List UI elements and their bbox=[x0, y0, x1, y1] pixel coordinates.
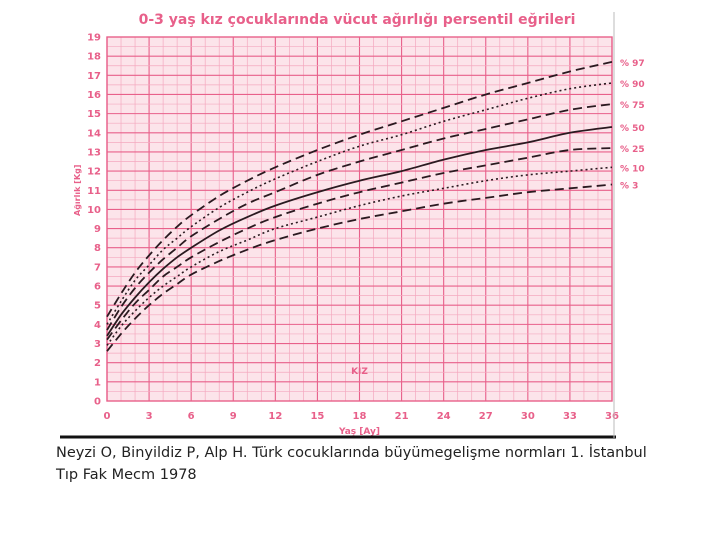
y-tick-label: 18 bbox=[87, 52, 101, 63]
series-label: % 3 bbox=[620, 182, 638, 192]
x-tick-label: 27 bbox=[479, 411, 493, 422]
y-tick-label: 6 bbox=[94, 282, 101, 293]
y-tick-label: 10 bbox=[87, 205, 101, 216]
y-tick-label: 8 bbox=[94, 243, 101, 254]
x-tick-label: 12 bbox=[268, 411, 282, 422]
x-tick-label: 33 bbox=[563, 411, 577, 422]
series-label: % 10 bbox=[620, 164, 645, 174]
x-tick-label: 30 bbox=[521, 411, 535, 422]
y-tick-label: 13 bbox=[87, 147, 101, 158]
x-tick-label: 0 bbox=[104, 411, 111, 422]
percentile-curve bbox=[106, 183, 613, 352]
citation-line-2: Tıp Fak Mecm 1978 bbox=[56, 467, 197, 483]
y-tick-label: 14 bbox=[87, 128, 101, 139]
x-tick-label: 9 bbox=[230, 411, 237, 422]
chart-annotation: KIZ bbox=[351, 367, 368, 377]
chart-title: 0-3 yaş kız çocuklarında vücut ağırlığı … bbox=[139, 12, 576, 28]
y-tick-label: 4 bbox=[94, 320, 101, 331]
x-tick-label: 21 bbox=[395, 411, 409, 422]
series-label: % 90 bbox=[620, 80, 645, 90]
x-tick-label: 6 bbox=[188, 411, 195, 422]
series-label: % 75 bbox=[620, 101, 645, 111]
x-tick-label: 24 bbox=[437, 411, 451, 422]
percentile-curve bbox=[106, 147, 613, 341]
y-tick-label: 12 bbox=[87, 167, 101, 178]
x-tick-label: 36 bbox=[605, 411, 619, 422]
series-label: % 50 bbox=[620, 124, 645, 134]
x-tick-label: 3 bbox=[146, 411, 153, 422]
y-tick-label: 0 bbox=[94, 397, 101, 408]
y-tick-label: 3 bbox=[94, 339, 101, 350]
percentile-curve bbox=[106, 61, 613, 318]
y-tick-label: 19 bbox=[87, 33, 101, 44]
y-tick-label: 9 bbox=[94, 224, 101, 235]
y-axis-label: Ağırlık [Kg] bbox=[73, 165, 82, 216]
y-tick-label: 16 bbox=[87, 90, 101, 101]
y-tick-label: 5 bbox=[94, 301, 101, 312]
citation-line-1: Neyzi O, Binyildiz P, Alp H. Türk cocukl… bbox=[56, 445, 647, 461]
percentile-curve bbox=[106, 82, 613, 325]
y-tick-label: 1 bbox=[94, 377, 101, 388]
y-tick-label: 11 bbox=[87, 186, 101, 197]
x-tick-label: 18 bbox=[353, 411, 367, 422]
series-label: % 97 bbox=[620, 59, 645, 69]
plot-frame bbox=[106, 36, 613, 402]
percentile-curve bbox=[106, 126, 613, 337]
x-tick-label: 15 bbox=[310, 411, 324, 422]
y-tick-label: 7 bbox=[94, 262, 101, 273]
series-label: % 25 bbox=[620, 145, 645, 155]
y-tick-label: 2 bbox=[94, 358, 101, 369]
citation-caption: Neyzi O, Binyildiz P, Alp H. Türk cocukl… bbox=[56, 442, 656, 486]
y-tick-label: 15 bbox=[87, 109, 101, 120]
y-tick-label: 17 bbox=[87, 71, 101, 82]
x-axis-label: Yaş [Ay] bbox=[338, 427, 380, 437]
